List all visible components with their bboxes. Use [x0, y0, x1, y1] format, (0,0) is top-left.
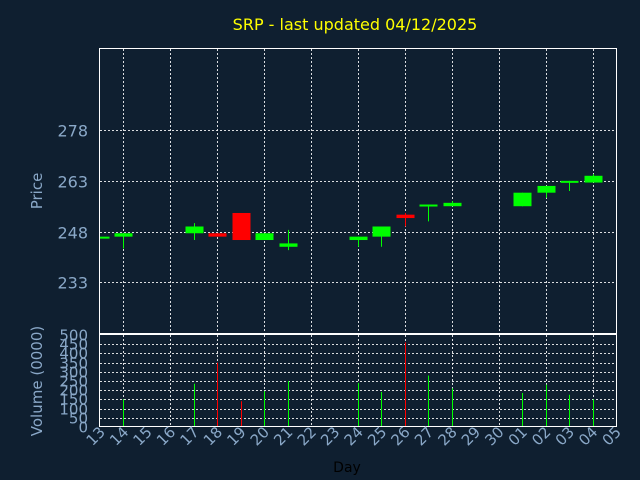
price-tick-label: 233 — [57, 274, 88, 293]
volume-tick-label: 350 — [59, 355, 88, 373]
volume-axis-label: Volume (0000) — [28, 326, 46, 436]
candle-body — [349, 236, 368, 241]
price-panel-frame — [99, 48, 617, 334]
candle-body — [537, 185, 556, 193]
volume-tick-label: 200 — [59, 382, 88, 400]
candle-body — [443, 202, 462, 207]
candle-body — [279, 243, 298, 247]
candle-body — [100, 236, 110, 239]
volume-tick-label: 100 — [59, 401, 88, 419]
x-tick-labels: 1314151617181920212223242526272829300102… — [83, 423, 625, 449]
candle-body — [185, 226, 204, 234]
candle-body — [255, 233, 274, 241]
candle-body — [419, 204, 438, 207]
price-tick-label: 278 — [57, 122, 88, 141]
price-tick-label: 263 — [57, 173, 88, 192]
volume-panel-frame — [99, 334, 617, 427]
volume-tick-label: 300 — [59, 364, 88, 382]
candles-group — [100, 174, 603, 251]
volume-bars-group — [123, 342, 594, 427]
candle-body — [114, 233, 133, 237]
candle-body — [208, 233, 227, 237]
candle-body — [372, 226, 391, 237]
volume-tick-label: 500 — [59, 327, 88, 345]
volume-tick-label: 0 — [78, 419, 88, 437]
chart-title: SRP - last updated 04/12/2025 — [233, 15, 478, 34]
price-tick-label: 248 — [57, 224, 88, 243]
price-axis-label: Price — [28, 173, 46, 210]
volume-tick-label: 250 — [59, 373, 88, 391]
candle-body — [584, 175, 603, 183]
candle-body — [513, 192, 532, 207]
volume-tick-label: 50 — [69, 410, 88, 428]
x-axis-label: Day — [333, 460, 361, 476]
volume-tick-label: 150 — [59, 391, 88, 409]
volume-tick-label: 400 — [59, 345, 88, 363]
volume-tick-label: 450 — [59, 336, 88, 354]
candle-body — [396, 214, 415, 219]
price-tick-labels: 233 248 263 278 — [57, 122, 88, 293]
candle-body — [232, 212, 251, 241]
candle-body — [560, 180, 579, 183]
